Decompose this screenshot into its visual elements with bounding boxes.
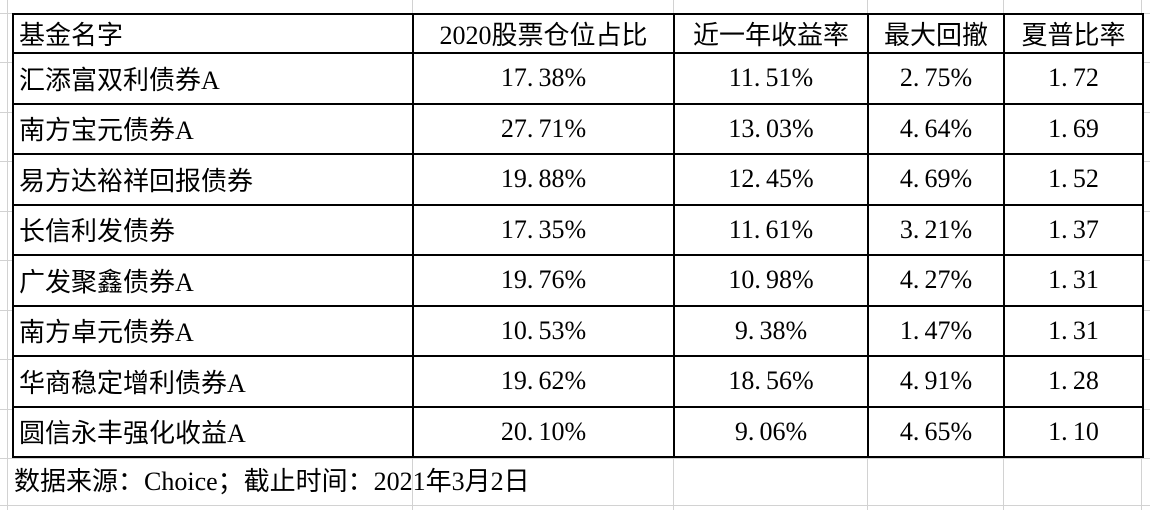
table-row: 广发聚鑫债券A 19. 76% 10. 98% 4. 27% 1. 31 <box>12 254 1144 307</box>
gridline-horizontal <box>0 505 1150 506</box>
cell-one-year-return: 9. 38% <box>673 304 869 357</box>
cell-2020-position: 19. 62% <box>412 355 675 408</box>
cell-sharpe-ratio: 1. 28 <box>1003 355 1144 408</box>
cell-sharpe-ratio: 1. 52 <box>1003 153 1144 206</box>
cell-sharpe-ratio: 1. 10 <box>1003 405 1144 458</box>
cell-max-drawdown: 4. 27% <box>867 254 1005 307</box>
cell-fund-name: 南方宝元债券A <box>12 102 414 155</box>
table-row: 南方卓元债券A 10. 53% 9. 38% 1. 47% 1. 31 <box>12 304 1144 357</box>
table-row: 南方宝元债券A 27. 71% 13. 03% 4. 64% 1. 69 <box>12 102 1144 155</box>
header-row: 基金名字 2020股票仓位占比 近一年收益率 最大回撤 夏普比率 <box>12 13 1144 54</box>
cell-max-drawdown: 2. 75% <box>867 52 1005 105</box>
cell-sharpe-ratio: 1. 37 <box>1003 203 1144 256</box>
table-row: 汇添富双利债券A 17. 38% 11. 51% 2. 75% 1. 72 <box>12 52 1144 105</box>
cell-one-year-return: 10. 98% <box>673 254 869 307</box>
cell-one-year-return: 18. 56% <box>673 355 869 408</box>
cell-one-year-return: 12. 45% <box>673 153 869 206</box>
cell-2020-position: 19. 88% <box>412 153 675 206</box>
cell-one-year-return: 11. 51% <box>673 52 869 105</box>
cell-one-year-return: 11. 61% <box>673 203 869 256</box>
cell-fund-name: 汇添富双利债券A <box>12 52 414 105</box>
column-header-sharpe-ratio: 夏普比率 <box>1003 13 1144 54</box>
column-header-one-year-return: 近一年收益率 <box>673 13 869 54</box>
cell-2020-position: 17. 38% <box>412 52 675 105</box>
cell-fund-name: 圆信永丰强化收益A <box>12 405 414 458</box>
column-header-max-drawdown: 最大回撤 <box>867 13 1005 54</box>
gridline-horizontal <box>0 458 1150 459</box>
cell-max-drawdown: 4. 91% <box>867 355 1005 408</box>
fund-metrics-table: 基金名字 2020股票仓位占比 近一年收益率 最大回撤 夏普比率 汇添富双利债券… <box>12 13 1144 458</box>
cell-sharpe-ratio: 1. 72 <box>1003 52 1144 105</box>
cell-sharpe-ratio: 1. 69 <box>1003 102 1144 155</box>
table-row: 易方达裕祥回报债券 19. 88% 12. 45% 4. 69% 1. 52 <box>12 153 1144 206</box>
data-source-note: 数据来源：Choice；截止时间：2021年3月2日 <box>14 467 530 496</box>
cell-fund-name: 长信利发债券 <box>12 203 414 256</box>
cell-one-year-return: 13. 03% <box>673 102 869 155</box>
cell-max-drawdown: 3. 21% <box>867 203 1005 256</box>
cell-max-drawdown: 4. 69% <box>867 153 1005 206</box>
cell-fund-name: 广发聚鑫债券A <box>12 254 414 307</box>
cell-sharpe-ratio: 1. 31 <box>1003 304 1144 357</box>
cell-2020-position: 19. 76% <box>412 254 675 307</box>
table-row: 华商稳定增利债券A 19. 62% 18. 56% 4. 91% 1. 28 <box>12 355 1144 408</box>
cell-one-year-return: 9. 06% <box>673 405 869 458</box>
cell-max-drawdown: 4. 64% <box>867 102 1005 155</box>
column-header-fund-name: 基金名字 <box>12 13 414 54</box>
gridline-vertical <box>7 0 8 510</box>
cell-fund-name: 南方卓元债券A <box>12 304 414 357</box>
cell-2020-position: 17. 35% <box>412 203 675 256</box>
cell-2020-position: 10. 53% <box>412 304 675 357</box>
table-row: 圆信永丰强化收益A 20. 10% 9. 06% 4. 65% 1. 10 <box>12 405 1144 458</box>
cell-fund-name: 华商稳定增利债券A <box>12 355 414 408</box>
cell-max-drawdown: 1. 47% <box>867 304 1005 357</box>
cell-max-drawdown: 4. 65% <box>867 405 1005 458</box>
cell-2020-position: 27. 71% <box>412 102 675 155</box>
cell-sharpe-ratio: 1. 31 <box>1003 254 1144 307</box>
cell-fund-name: 易方达裕祥回报债券 <box>12 153 414 206</box>
cell-2020-position: 20. 10% <box>412 405 675 458</box>
column-header-2020-position: 2020股票仓位占比 <box>412 13 675 54</box>
table-row: 长信利发债券 17. 35% 11. 61% 3. 21% 1. 37 <box>12 203 1144 256</box>
